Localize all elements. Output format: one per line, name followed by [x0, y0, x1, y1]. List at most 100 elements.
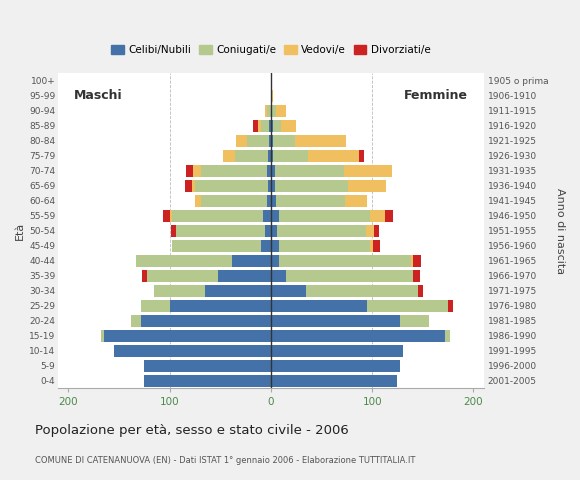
Bar — [195, 195, 201, 207]
Bar — [271, 150, 273, 162]
Bar — [276, 105, 286, 117]
Bar — [271, 300, 367, 312]
Bar — [273, 120, 281, 132]
Bar — [276, 195, 345, 207]
Bar — [176, 225, 265, 237]
Bar — [279, 240, 370, 252]
Bar — [185, 180, 192, 192]
Text: Maschi: Maschi — [74, 89, 122, 102]
Bar — [277, 225, 366, 237]
Bar — [253, 120, 258, 132]
Bar — [401, 315, 429, 327]
Bar — [367, 300, 448, 312]
Bar — [448, 300, 453, 312]
Bar — [344, 165, 393, 177]
Bar — [271, 285, 306, 297]
Bar — [246, 135, 269, 147]
Bar — [268, 150, 271, 162]
Bar — [309, 150, 359, 162]
Bar — [271, 375, 397, 387]
Bar — [201, 165, 267, 177]
Bar — [101, 330, 104, 342]
Bar — [269, 135, 271, 147]
Bar — [374, 225, 379, 237]
Bar — [261, 120, 269, 132]
Bar — [370, 210, 385, 222]
Bar — [147, 270, 218, 282]
Bar — [269, 120, 271, 132]
Bar — [271, 255, 279, 267]
Bar — [271, 105, 276, 117]
Text: Popolazione per età, sesso e stato civile - 2006: Popolazione per età, sesso e stato civil… — [35, 424, 349, 437]
Bar — [169, 300, 271, 312]
Bar — [271, 90, 273, 102]
Bar — [411, 255, 412, 267]
Bar — [295, 135, 346, 147]
Bar — [162, 210, 169, 222]
Bar — [142, 315, 271, 327]
Bar — [169, 210, 172, 222]
Bar — [201, 195, 267, 207]
Bar — [286, 270, 412, 282]
Bar — [271, 315, 401, 327]
Bar — [366, 225, 374, 237]
Bar — [445, 330, 450, 342]
Bar — [267, 165, 271, 177]
Bar — [154, 285, 205, 297]
Bar — [271, 180, 275, 192]
Bar — [186, 165, 193, 177]
Bar — [271, 195, 276, 207]
Bar — [271, 345, 403, 357]
Bar — [205, 285, 271, 297]
Bar — [237, 135, 246, 147]
Bar — [192, 180, 195, 192]
Bar — [385, 210, 393, 222]
Bar — [271, 240, 279, 252]
Bar — [268, 180, 271, 192]
Text: COMUNE DI CATENANUOVA (EN) - Dati ISTAT 1° gennaio 2006 - Elaborazione TUTTITALI: COMUNE DI CATENANUOVA (EN) - Dati ISTAT … — [35, 456, 415, 465]
Bar — [271, 210, 279, 222]
Bar — [273, 135, 295, 147]
Bar — [144, 360, 271, 372]
Bar — [345, 195, 367, 207]
Bar — [267, 105, 271, 117]
Bar — [233, 255, 271, 267]
Text: Femmine: Femmine — [404, 89, 469, 102]
Bar — [172, 210, 263, 222]
Bar — [271, 330, 445, 342]
Bar — [271, 165, 275, 177]
Bar — [142, 270, 147, 282]
Bar — [271, 225, 277, 237]
Bar — [218, 270, 271, 282]
Bar — [370, 240, 373, 252]
Bar — [265, 105, 267, 117]
Bar — [114, 345, 271, 357]
Bar — [104, 330, 271, 342]
Bar — [279, 255, 411, 267]
Bar — [359, 150, 364, 162]
Bar — [223, 150, 235, 162]
Bar — [373, 240, 380, 252]
Bar — [418, 285, 423, 297]
Bar — [235, 150, 268, 162]
Bar — [195, 180, 268, 192]
Bar — [144, 375, 271, 387]
Bar — [275, 180, 348, 192]
Bar — [261, 240, 271, 252]
Bar — [172, 240, 261, 252]
Bar — [271, 135, 273, 147]
Bar — [136, 255, 233, 267]
Bar — [193, 165, 201, 177]
Bar — [263, 210, 271, 222]
Bar — [306, 285, 418, 297]
Bar — [267, 195, 271, 207]
Bar — [271, 360, 401, 372]
Bar — [271, 120, 273, 132]
Bar — [271, 270, 286, 282]
Bar — [273, 150, 309, 162]
Bar — [265, 225, 271, 237]
Bar — [412, 255, 420, 267]
Legend: Celibi/Nubili, Coniugati/e, Vedovi/e, Divorziati/e: Celibi/Nubili, Coniugati/e, Vedovi/e, Di… — [107, 41, 434, 59]
Bar — [258, 120, 261, 132]
Bar — [348, 180, 386, 192]
